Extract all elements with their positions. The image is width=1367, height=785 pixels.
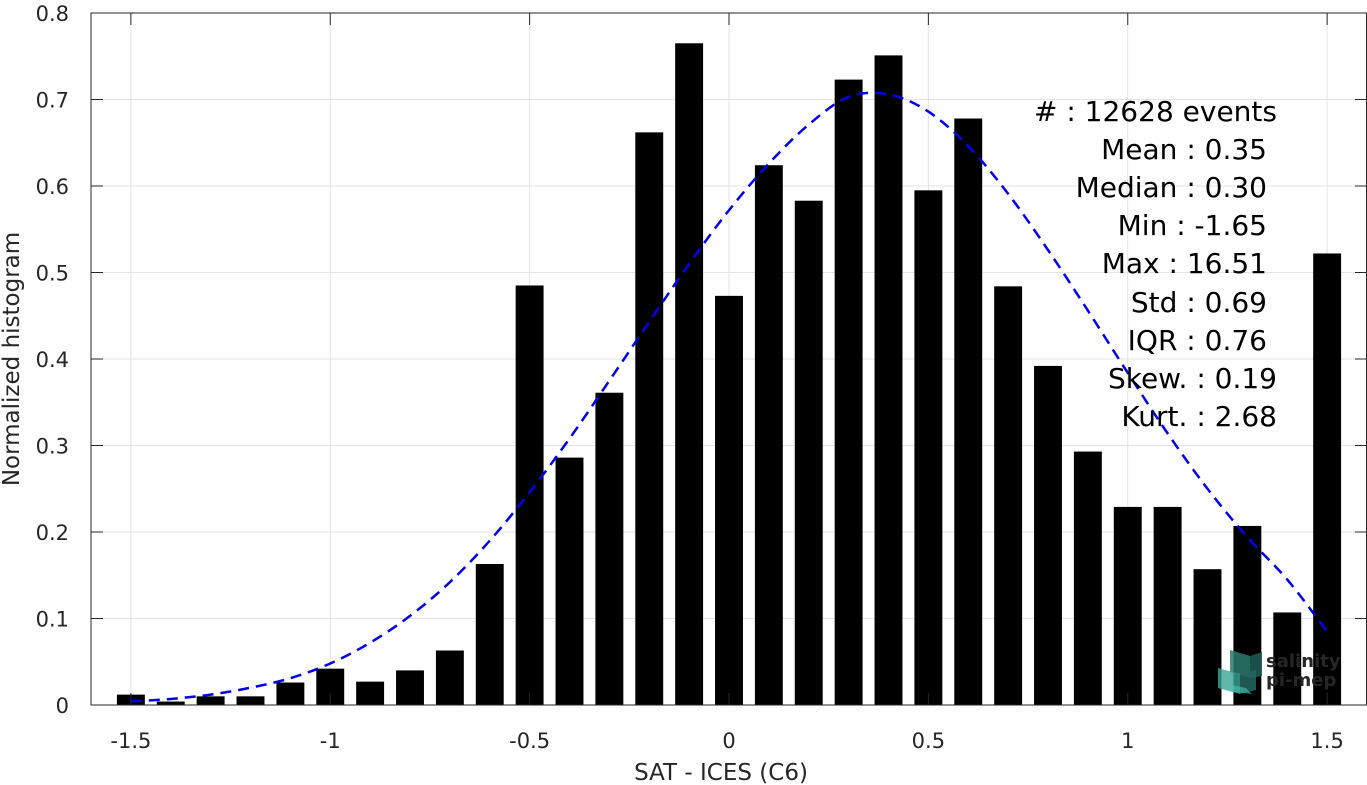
- histogram-bar: [954, 118, 983, 705]
- salinity-pimep-logo: salinity pi-mep: [1218, 650, 1341, 694]
- stat-kurt: Kurt. : 2.68: [1121, 400, 1277, 433]
- stat-events: # : 12628 events: [1034, 95, 1277, 128]
- histogram-bar: [834, 79, 863, 706]
- stat-min: Min : -1.65: [1118, 209, 1267, 242]
- histogram-bar: [914, 190, 943, 705]
- stat-iqr: IQR : 0.76: [1128, 324, 1267, 357]
- histogram-bar: [754, 165, 783, 706]
- x-tick-label: -1: [320, 729, 341, 753]
- x-axis-label: SAT - ICES (C6): [634, 760, 808, 785]
- stat-std: Std : 0.69: [1131, 286, 1267, 319]
- histogram-bar: [356, 681, 385, 705]
- x-tick-label: 1: [1121, 729, 1134, 753]
- x-tick-labels: -1.5 -1 -0.5 0 0.5 1 1.5: [110, 729, 1343, 753]
- x-tick-label: -1.5: [110, 729, 151, 753]
- x-tick-label: -0.5: [509, 729, 550, 753]
- histogram-bar: [555, 457, 584, 705]
- y-tick-label: 0.6: [36, 175, 69, 199]
- bars: [116, 43, 1342, 706]
- histogram-bar: [1113, 506, 1142, 705]
- x-tick-label: 1.5: [1310, 729, 1343, 753]
- y-tick-label: 0: [56, 694, 69, 718]
- y-tick-label: 0.4: [36, 348, 69, 372]
- histogram-bar: [1034, 365, 1062, 705]
- histogram-bar: [276, 682, 305, 705]
- histogram-bar: [1273, 612, 1302, 705]
- stat-max: Max : 16.51: [1102, 247, 1267, 280]
- axis-ticks: [91, 12, 1367, 706]
- fit-curve: [130, 91, 1329, 703]
- histogram-bar: [236, 696, 265, 705]
- y-tick-label: 0.5: [36, 262, 69, 286]
- cube-icon: [1218, 650, 1262, 694]
- histogram-bar: [794, 200, 823, 705]
- y-tick-label: 0.2: [36, 521, 69, 545]
- y-tick-labels: 0 0.1 0.2 0.3 0.4 0.5 0.6 0.7 0.8: [36, 2, 69, 718]
- histogram-bar: [1073, 451, 1102, 705]
- histogram-bar: [715, 295, 743, 705]
- stat-skew: Skew. : 0.19: [1108, 362, 1277, 395]
- y-tick-label: 0.8: [36, 2, 69, 26]
- stats-panel: # : 12628 events Mean : 0.35 Median : 0.…: [1034, 95, 1277, 433]
- histogram-bar: [1313, 253, 1342, 705]
- histogram-bar: [675, 43, 704, 705]
- stat-mean: Mean : 0.35: [1101, 133, 1267, 166]
- x-tick-label: 0: [722, 729, 735, 753]
- y-axis-label: Normalized histogram: [0, 232, 25, 486]
- histogram-bar: [635, 132, 664, 705]
- histogram-bar: [1193, 569, 1222, 705]
- logo-line-1: salinity: [1266, 651, 1341, 672]
- histogram-bar: [396, 670, 424, 705]
- stat-median: Median : 0.30: [1076, 171, 1267, 204]
- histogram-bar: [515, 285, 544, 705]
- histogram-bar: [196, 696, 225, 705]
- histogram-bar: [475, 564, 504, 705]
- y-tick-label: 0.1: [36, 608, 69, 632]
- histogram-bar: [156, 701, 185, 705]
- histogram-bar: [435, 650, 464, 705]
- histogram-bar: [994, 286, 1023, 705]
- x-tick-label: 0.5: [912, 729, 945, 753]
- y-tick-label: 0.3: [36, 435, 69, 459]
- y-tick-label: 0.7: [36, 89, 69, 113]
- logo-line-2: pi-mep: [1266, 670, 1336, 691]
- histogram-bar: [874, 55, 903, 705]
- histogram-bar: [595, 392, 624, 705]
- histogram-bar: [1153, 506, 1182, 705]
